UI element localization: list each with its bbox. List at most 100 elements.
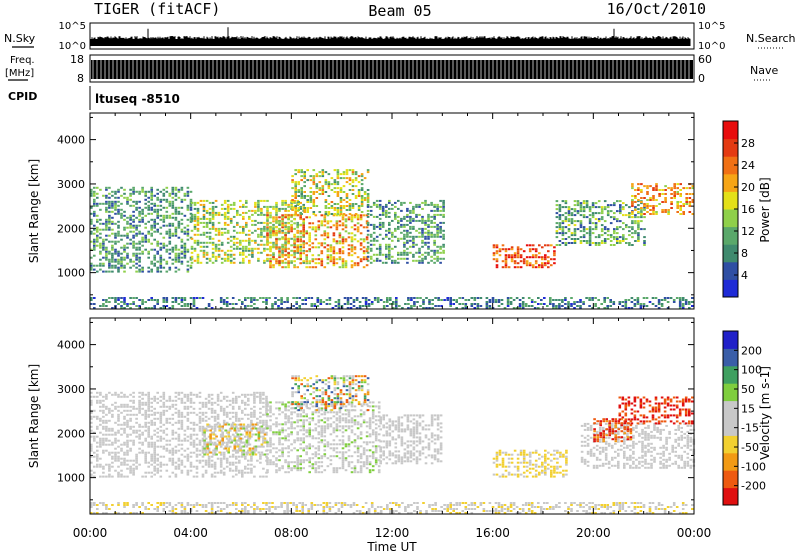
range-cell (190, 265, 193, 267)
range-cell (492, 301, 495, 303)
range-cell (379, 246, 382, 248)
range-cell (525, 303, 528, 305)
range-cell (434, 305, 437, 307)
range-cell (622, 504, 625, 506)
range-cell (310, 179, 313, 181)
range-cell (132, 205, 135, 207)
range-cell (505, 254, 508, 256)
range-cell (117, 267, 120, 269)
range-cell (308, 234, 311, 236)
range-cell (181, 297, 184, 299)
range-cell (305, 216, 308, 218)
range-cell (316, 173, 319, 175)
range-cell (549, 299, 552, 301)
range-cell (114, 458, 117, 460)
range-cell (670, 201, 673, 203)
range-cell (595, 218, 598, 220)
range-cell (418, 248, 421, 250)
range-cell (334, 183, 337, 185)
range-cell (123, 404, 126, 406)
range-cell (126, 444, 129, 446)
range-cell (327, 254, 330, 256)
range-cell (324, 242, 327, 244)
range-cell (256, 299, 259, 301)
range-cell (293, 228, 296, 230)
range-cell (655, 185, 658, 187)
range-cell (496, 264, 499, 266)
range-cell (433, 242, 436, 244)
range-cell (455, 502, 458, 504)
range-cell (688, 301, 691, 303)
range-cell (187, 219, 190, 221)
range-cell (117, 263, 120, 265)
range-cell (132, 261, 135, 263)
range-cell (287, 254, 290, 256)
range-cell (257, 208, 260, 210)
range-cell (120, 462, 123, 464)
range-cell (160, 261, 163, 263)
range-cell (517, 248, 520, 250)
range-cell (658, 203, 661, 205)
range-cell (218, 240, 221, 242)
range-cell (646, 187, 649, 189)
range-cell (430, 204, 433, 206)
range-cell (218, 232, 221, 234)
range-cell (529, 262, 532, 264)
range-cell (272, 234, 275, 236)
range-cell (300, 195, 303, 197)
range-cell (318, 258, 321, 260)
range-cell (275, 258, 278, 260)
range-cell (682, 213, 685, 215)
range-cell (187, 209, 190, 211)
range-cell (565, 206, 568, 208)
range-cell (597, 508, 600, 510)
range-cell (123, 267, 126, 269)
range-cell (312, 258, 315, 260)
range-cell (263, 236, 266, 238)
range-cell (251, 240, 254, 242)
range-cell (223, 299, 226, 301)
range-cell (541, 264, 544, 266)
range-cell (284, 258, 287, 260)
range-cell (598, 244, 601, 246)
range-cell (120, 404, 123, 406)
range-cell (297, 209, 300, 211)
range-cell (303, 173, 306, 175)
range-cell (191, 202, 194, 204)
range-cell (135, 227, 138, 229)
range-cell (269, 212, 272, 214)
range-cell (547, 266, 550, 268)
range-cell (111, 233, 114, 235)
range-cell (583, 230, 586, 232)
range-cell (397, 258, 400, 260)
range-cell (132, 193, 135, 195)
range-cell (141, 191, 144, 193)
range-cell (99, 203, 102, 205)
range-cell (299, 236, 302, 238)
range-cell (421, 222, 424, 224)
range-cell (318, 246, 321, 248)
range-cell (346, 173, 349, 175)
range-cell (96, 271, 99, 273)
range-cell (532, 248, 535, 250)
range-cell (105, 223, 108, 225)
range-cell (193, 299, 196, 301)
range-cell (628, 214, 631, 216)
range-cell (374, 299, 377, 301)
range-cell (126, 404, 129, 406)
range-cell (586, 200, 589, 202)
range-cell (431, 504, 434, 506)
range-cell (260, 234, 263, 236)
range-cell (123, 444, 126, 446)
range-cell (346, 169, 349, 171)
range-cell (643, 203, 646, 205)
range-cell (181, 299, 184, 301)
range-cell (343, 185, 346, 187)
range-cell (341, 506, 344, 508)
range-cell (427, 214, 430, 216)
range-cell (571, 234, 574, 236)
range-cell (300, 197, 303, 199)
range-cell (413, 510, 416, 512)
range-cell (111, 253, 114, 255)
range-cell (446, 510, 449, 512)
